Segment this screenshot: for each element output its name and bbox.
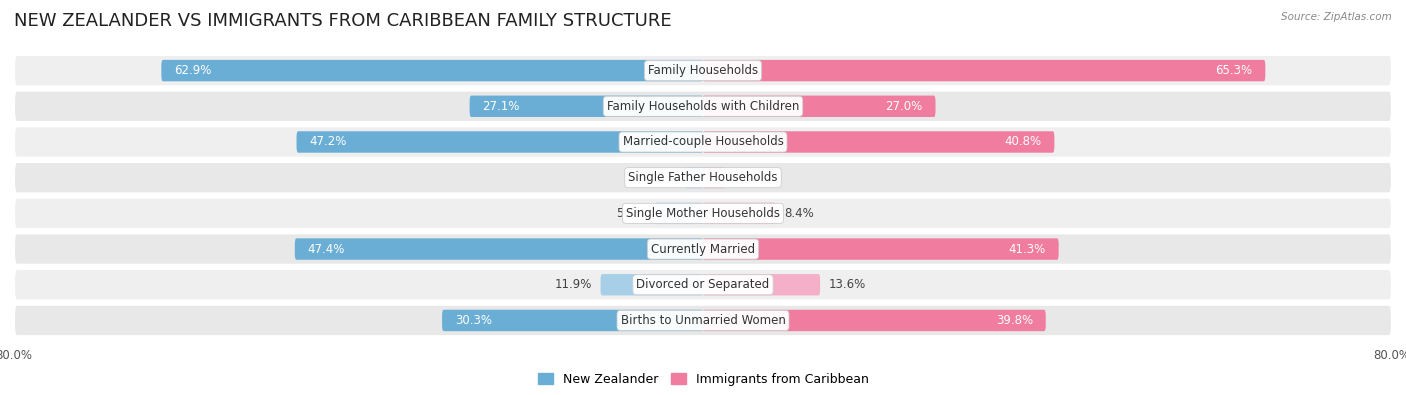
FancyBboxPatch shape [685,167,703,188]
Text: 41.3%: 41.3% [1008,243,1046,256]
FancyBboxPatch shape [295,238,703,260]
Text: 47.2%: 47.2% [309,135,347,149]
Text: Single Mother Households: Single Mother Households [626,207,780,220]
FancyBboxPatch shape [655,203,703,224]
Text: 27.1%: 27.1% [482,100,520,113]
FancyBboxPatch shape [14,90,1392,122]
Text: Currently Married: Currently Married [651,243,755,256]
Text: Family Households with Children: Family Households with Children [607,100,799,113]
Text: 11.9%: 11.9% [554,278,592,291]
Text: Family Households: Family Households [648,64,758,77]
FancyBboxPatch shape [297,131,703,153]
FancyBboxPatch shape [470,96,703,117]
FancyBboxPatch shape [14,305,1392,336]
FancyBboxPatch shape [703,167,724,188]
Text: Source: ZipAtlas.com: Source: ZipAtlas.com [1281,12,1392,22]
FancyBboxPatch shape [703,60,1265,81]
FancyBboxPatch shape [703,238,1059,260]
FancyBboxPatch shape [441,310,703,331]
Text: 40.8%: 40.8% [1004,135,1042,149]
Text: 39.8%: 39.8% [995,314,1033,327]
Text: 5.6%: 5.6% [616,207,647,220]
Text: 2.5%: 2.5% [733,171,763,184]
FancyBboxPatch shape [162,60,703,81]
FancyBboxPatch shape [14,198,1392,229]
FancyBboxPatch shape [600,274,703,295]
Text: Divorced or Separated: Divorced or Separated [637,278,769,291]
Text: Married-couple Households: Married-couple Households [623,135,783,149]
FancyBboxPatch shape [703,203,775,224]
Text: NEW ZEALANDER VS IMMIGRANTS FROM CARIBBEAN FAMILY STRUCTURE: NEW ZEALANDER VS IMMIGRANTS FROM CARIBBE… [14,12,672,30]
Text: 47.4%: 47.4% [308,243,344,256]
Text: 13.6%: 13.6% [828,278,866,291]
FancyBboxPatch shape [14,233,1392,265]
Text: 2.1%: 2.1% [647,171,676,184]
FancyBboxPatch shape [14,126,1392,158]
Text: 27.0%: 27.0% [886,100,922,113]
FancyBboxPatch shape [703,96,935,117]
FancyBboxPatch shape [14,55,1392,86]
FancyBboxPatch shape [703,310,1046,331]
Text: 8.4%: 8.4% [785,207,814,220]
Text: 30.3%: 30.3% [456,314,492,327]
Legend: New Zealander, Immigrants from Caribbean: New Zealander, Immigrants from Caribbean [533,368,873,391]
Text: Single Father Households: Single Father Households [628,171,778,184]
FancyBboxPatch shape [703,131,1054,153]
Text: 62.9%: 62.9% [174,64,212,77]
FancyBboxPatch shape [703,274,820,295]
FancyBboxPatch shape [14,269,1392,301]
Text: Births to Unmarried Women: Births to Unmarried Women [620,314,786,327]
FancyBboxPatch shape [14,162,1392,194]
Text: 65.3%: 65.3% [1215,64,1253,77]
